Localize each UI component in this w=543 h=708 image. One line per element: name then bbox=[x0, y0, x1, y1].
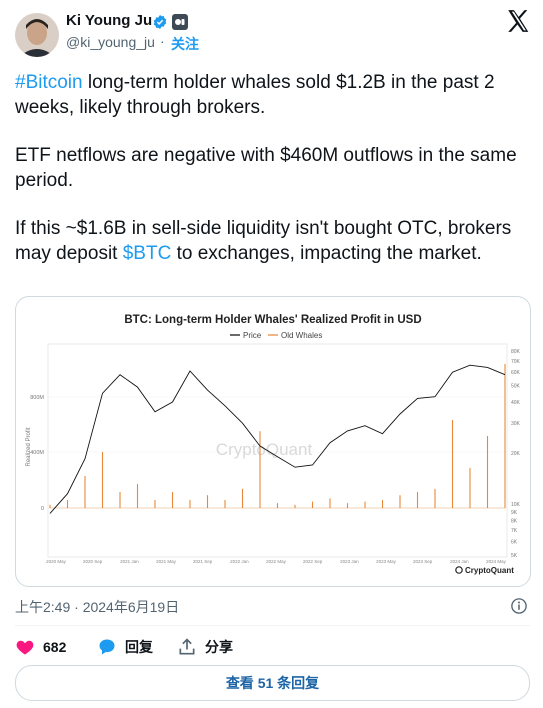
x-tick-label: 2021 Sep bbox=[193, 559, 213, 564]
tweet-timestamp[interactable]: 上午2:49 · 2024年6月19日 bbox=[15, 599, 180, 615]
right-tick-label: 60K bbox=[511, 370, 521, 376]
verified-badge-icon bbox=[153, 15, 167, 29]
plot-area bbox=[47, 343, 508, 558]
brand-text: CryptoQuant bbox=[465, 566, 514, 575]
x-axis-ticks: 2020 May 2020 Sep 2021 Jan 2021 May 2021 Sep… bbox=[46, 559, 507, 564]
right-tick-label: 20K bbox=[511, 451, 521, 457]
right-tick-label: 5K bbox=[511, 553, 518, 559]
right-tick-label: 50K bbox=[511, 384, 521, 390]
reply-label: 回复 bbox=[125, 639, 153, 655]
info-icon[interactable] bbox=[510, 597, 528, 615]
tweet-text-span: long-term holder whales sold $1.2B in th… bbox=[15, 72, 495, 118]
chart-legend: Price Old Whales bbox=[230, 331, 322, 340]
follow-button[interactable]: 关注 bbox=[171, 36, 199, 52]
divider bbox=[15, 625, 530, 626]
right-tick-label: 7K bbox=[511, 528, 518, 534]
tweet-paragraph-1: #Bitcoin long-term holder whales sold $1… bbox=[15, 70, 530, 120]
x-tick-label: 2023 Jan bbox=[340, 559, 359, 564]
tweet-paragraph-3: If this ~$1.6B in sell-side liquidity is… bbox=[15, 216, 530, 266]
reply-button[interactable]: 回复 bbox=[97, 637, 153, 657]
like-count: 682 bbox=[43, 639, 67, 655]
tweet-text: #Bitcoin long-term holder whales sold $1… bbox=[15, 70, 530, 289]
reply-bubble-icon bbox=[99, 639, 115, 655]
right-tick-label: 30K bbox=[511, 421, 521, 427]
right-tick-label: 80K bbox=[511, 349, 521, 355]
tweet-text-span: to exchanges, impacting the market. bbox=[171, 243, 482, 264]
share-icon bbox=[179, 638, 195, 655]
hashtag-bitcoin[interactable]: #Bitcoin bbox=[15, 72, 83, 93]
heart-icon bbox=[16, 640, 34, 655]
chart-image-card[interactable]: BTC: Long-term Holder Whales' Realized P… bbox=[15, 296, 531, 587]
x-tick-label: 2024 Jan bbox=[450, 559, 469, 564]
left-tick-label: 800M bbox=[30, 395, 44, 401]
y-axis-label: Realized Profit bbox=[26, 427, 32, 466]
x-tick-label: 2023 Sep bbox=[413, 559, 433, 564]
right-tick-label: 10K bbox=[511, 502, 521, 508]
affiliate-badge-icon bbox=[172, 14, 188, 30]
x-tick-label: 2021 May bbox=[156, 559, 177, 564]
x-tick-label: 2023 May bbox=[376, 559, 397, 564]
cashtag-btc[interactable]: $BTC bbox=[122, 243, 172, 264]
tweet-paragraph-2: ETF netflows are negative with $460M out… bbox=[15, 145, 517, 191]
view-replies-button[interactable]: 查看 51 条回复 bbox=[15, 665, 530, 701]
right-tick-label: 8K bbox=[511, 518, 518, 524]
tweet-text-span: If this ~$1.6B in sell-side liquidity is… bbox=[15, 218, 512, 264]
author-handle[interactable]: @ki_young_ju bbox=[66, 34, 155, 50]
avatar[interactable] bbox=[15, 13, 59, 57]
x-tick-label: 2020 May bbox=[46, 559, 67, 564]
chart-title: BTC: Long-term Holder Whales' Realized P… bbox=[124, 314, 421, 326]
share-label: 分享 bbox=[205, 639, 233, 655]
left-tick-label: 400M bbox=[30, 450, 44, 456]
handle-separator: · bbox=[160, 33, 165, 49]
x-tick-label: 2020 Sep bbox=[83, 559, 103, 564]
chart-watermark: CryptoQuant bbox=[216, 440, 313, 459]
chart-svg: BTC: Long-term Holder Whales' Realized P… bbox=[26, 314, 521, 575]
right-tick-label: 9K bbox=[511, 510, 518, 516]
x-tick-label: 2022 Sep bbox=[303, 559, 323, 564]
right-axis-ticks: 80K 70K 60K 50K 40K 30K 20K 10K 9K 8K 7K 6K 5K bbox=[511, 349, 521, 559]
x-tick-label: 2022 May bbox=[266, 559, 287, 564]
x-tick-label: 2022 Jan bbox=[230, 559, 249, 564]
like-button[interactable]: 682 bbox=[15, 637, 66, 657]
cryptoquant-logo: CryptoQuant bbox=[455, 566, 514, 575]
old-whales-series bbox=[49, 364, 506, 509]
right-tick-label: 40K bbox=[511, 400, 521, 406]
right-tick-label: 70K bbox=[511, 359, 521, 365]
price-series-line bbox=[49, 364, 506, 514]
legend-price-label: Price bbox=[243, 331, 262, 340]
avatar-image bbox=[15, 13, 59, 57]
right-tick-label: 6K bbox=[511, 540, 518, 546]
author-name[interactable]: Ki Young Ju bbox=[66, 12, 153, 29]
x-logo-icon[interactable] bbox=[505, 8, 531, 34]
left-axis-ticks: 800M 400M 0 bbox=[30, 395, 44, 512]
x-tick-label: 2024 May bbox=[486, 559, 507, 564]
left-tick-label: 0 bbox=[41, 506, 44, 512]
share-button[interactable]: 分享 bbox=[177, 637, 233, 657]
x-tick-label: 2021 Jan bbox=[120, 559, 139, 564]
legend-old-whales-label: Old Whales bbox=[281, 331, 322, 340]
